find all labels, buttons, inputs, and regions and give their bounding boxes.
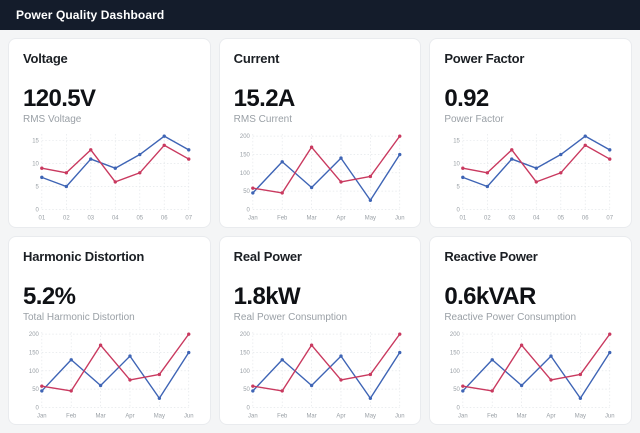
svg-text:100: 100 <box>29 368 40 374</box>
svg-text:200: 200 <box>240 332 251 338</box>
svg-text:150: 150 <box>240 153 251 159</box>
metric-subtitle: RMS Current <box>233 114 293 126</box>
svg-text:03: 03 <box>87 216 94 222</box>
metric-subtitle: Real Power Consumption <box>233 311 348 323</box>
metric-subtitle: Reactive Power Consumption <box>444 311 577 323</box>
svg-text:Jan: Jan <box>248 413 258 419</box>
svg-text:200: 200 <box>240 134 251 140</box>
metric-subtitle: Power Factor <box>444 114 504 126</box>
metric-value: 1.8kW <box>233 282 301 310</box>
svg-text:0: 0 <box>36 208 40 214</box>
card-title: Real Power <box>233 248 302 264</box>
svg-text:07: 07 <box>607 216 614 222</box>
svg-text:0: 0 <box>246 405 250 411</box>
svg-text:Jan: Jan <box>37 413 47 419</box>
app-title: Power Quality Dashboard <box>16 8 165 22</box>
svg-text:50: 50 <box>243 189 250 195</box>
svg-text:Mar: Mar <box>306 413 316 419</box>
svg-text:04: 04 <box>112 216 119 222</box>
svg-text:5: 5 <box>457 185 461 191</box>
card-title: Voltage <box>23 51 68 66</box>
metric-value: 0.92 <box>444 85 489 112</box>
svg-text:Jun: Jun <box>184 413 194 419</box>
chart-harmonic-distortion: 0 50 100 150 200 Jan Feb Mar Apr May Jun <box>29 331 194 419</box>
svg-text:200: 200 <box>29 332 40 338</box>
svg-text:Mar: Mar <box>517 413 527 419</box>
card-power-factor: Power Factor 0.92 Power Factor 0 5 10 15 01 0… <box>429 38 632 228</box>
svg-text:04: 04 <box>533 216 540 222</box>
svg-text:5: 5 <box>36 185 40 191</box>
card-title: Power Factor <box>444 51 525 66</box>
svg-text:May: May <box>364 216 375 222</box>
svg-text:10: 10 <box>454 162 461 168</box>
card-harmonic-distortion: Harmonic Distortion 5.2% Total Harmonic … <box>8 235 211 425</box>
svg-text:0: 0 <box>36 405 40 411</box>
svg-text:May: May <box>575 413 586 419</box>
svg-text:150: 150 <box>29 350 40 356</box>
svg-text:0: 0 <box>246 208 250 214</box>
svg-text:10: 10 <box>32 162 39 168</box>
dashboard-grid: Voltage 120.5V RMS Voltage 0 5 10 15 01 02 03 0… <box>0 30 640 433</box>
svg-text:0: 0 <box>457 208 461 214</box>
chart-current: 0 50 100 150 200 Jan Feb Mar Apr May Jun <box>240 134 405 222</box>
svg-text:150: 150 <box>450 350 461 356</box>
svg-text:Feb: Feb <box>66 413 77 419</box>
svg-text:15: 15 <box>32 139 39 145</box>
svg-text:50: 50 <box>243 387 250 393</box>
svg-text:05: 05 <box>558 216 565 222</box>
card-reactive-power: Reactive Power 0.6kVAR Reactive Power Co… <box>429 235 632 425</box>
svg-text:05: 05 <box>136 216 143 222</box>
svg-text:Jan: Jan <box>458 413 468 419</box>
svg-text:200: 200 <box>450 332 461 338</box>
svg-text:02: 02 <box>63 216 70 222</box>
svg-text:Jun: Jun <box>395 216 405 222</box>
metric-value: 15.2A <box>233 85 296 112</box>
svg-text:May: May <box>364 413 375 419</box>
svg-text:15: 15 <box>454 139 461 145</box>
card-real-power: Real Power 1.8kW Real Power Consumption … <box>218 235 422 425</box>
svg-text:100: 100 <box>450 368 461 374</box>
svg-text:100: 100 <box>240 171 251 177</box>
svg-text:Apr: Apr <box>336 413 345 419</box>
metric-value: 120.5V <box>23 85 96 112</box>
svg-text:50: 50 <box>454 387 461 393</box>
app-header: Power Quality Dashboard <box>0 0 640 30</box>
svg-text:0: 0 <box>457 405 461 411</box>
svg-text:Feb: Feb <box>277 413 288 419</box>
svg-text:50: 50 <box>32 387 39 393</box>
svg-text:Apr: Apr <box>547 413 556 419</box>
chart-real-power: 0 50 100 150 200 Jan Feb Mar Apr May Jun <box>240 331 405 419</box>
svg-text:100: 100 <box>240 368 251 374</box>
svg-text:150: 150 <box>240 350 251 356</box>
metric-subtitle: RMS Voltage <box>23 114 82 126</box>
metric-subtitle: Total Harmonic Distortion <box>23 311 135 323</box>
svg-text:01: 01 <box>460 216 467 222</box>
svg-text:06: 06 <box>161 216 168 222</box>
svg-text:01: 01 <box>39 216 46 222</box>
metric-value: 5.2% <box>23 282 76 310</box>
card-title: Current <box>233 51 280 66</box>
metric-value: 0.6kVAR <box>444 282 536 310</box>
card-current: Current 15.2A RMS Current 0 50 100 150 200 Ja… <box>218 38 422 228</box>
card-title: Harmonic Distortion <box>23 248 145 264</box>
svg-text:Feb: Feb <box>277 216 288 222</box>
card-title: Reactive Power <box>444 248 538 264</box>
svg-text:Jun: Jun <box>605 413 615 419</box>
svg-text:Mar: Mar <box>306 216 316 222</box>
svg-text:Jun: Jun <box>395 413 405 419</box>
svg-text:02: 02 <box>484 216 491 222</box>
card-voltage: Voltage 120.5V RMS Voltage 0 5 10 15 01 02 03 0… <box>8 38 211 228</box>
svg-text:Mar: Mar <box>95 413 105 419</box>
svg-text:Apr: Apr <box>125 413 134 419</box>
svg-text:Jan: Jan <box>248 216 258 222</box>
svg-text:03: 03 <box>509 216 516 222</box>
svg-text:06: 06 <box>582 216 589 222</box>
svg-text:07: 07 <box>185 216 192 222</box>
svg-text:May: May <box>154 413 165 419</box>
chart-reactive-power: 0 50 100 150 200 Jan Feb Mar Apr May Jun <box>450 331 615 419</box>
svg-text:Apr: Apr <box>336 216 345 222</box>
svg-text:Feb: Feb <box>487 413 498 419</box>
